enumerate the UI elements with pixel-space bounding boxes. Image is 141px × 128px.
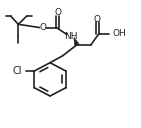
- Text: O: O: [54, 8, 61, 17]
- Text: O: O: [94, 15, 101, 24]
- Polygon shape: [74, 37, 79, 46]
- Text: NH: NH: [64, 32, 77, 41]
- Text: Cl: Cl: [13, 66, 22, 76]
- Text: OH: OH: [113, 29, 127, 38]
- Text: O: O: [39, 23, 47, 32]
